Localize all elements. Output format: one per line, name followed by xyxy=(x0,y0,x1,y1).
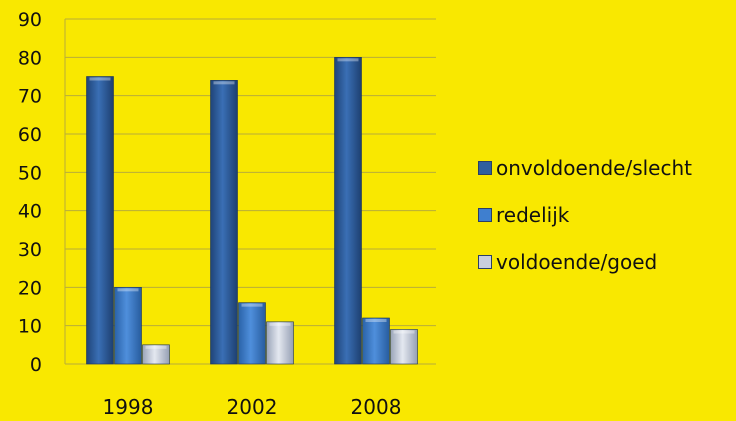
y-tick-label: 40 xyxy=(18,201,42,223)
y-axis-ticks: 0 10 20 30 40 50 60 70 80 90 xyxy=(18,9,42,376)
bar-redelijk-1998-cap xyxy=(117,288,139,292)
bars xyxy=(86,57,418,365)
bar-onvoldoende-slecht-2002-cap xyxy=(213,81,235,85)
legend-label-redelijk: redelijk xyxy=(496,203,570,227)
legend-swatch-redelijk xyxy=(478,208,492,222)
x-tick-label: 2008 xyxy=(351,395,402,419)
bar-voldoende-goed-1998-cap xyxy=(145,345,167,349)
bar-redelijk-2002-cap xyxy=(241,303,263,307)
y-tick-label: 0 xyxy=(30,354,42,376)
bar-onvoldoende-slecht-1998-cap xyxy=(89,77,111,81)
legend-swatch-onvoldoende-slecht xyxy=(478,161,492,175)
y-tick-label: 50 xyxy=(18,162,42,184)
legend-label-onvoldoende-slecht: onvoldoende/slecht xyxy=(496,156,692,180)
bar-redelijk-2002 xyxy=(238,302,266,365)
bar-onvoldoende-slecht-2002 xyxy=(210,80,238,365)
y-tick-label: 80 xyxy=(18,47,42,69)
legend-item-redelijk: redelijk xyxy=(478,203,692,227)
y-tick-label: 30 xyxy=(18,239,42,261)
bar-onvoldoende-slecht-2008-cap xyxy=(337,58,359,62)
x-tick-label: 1998 xyxy=(103,395,154,419)
x-axis-ticks: 1998 2002 2008 xyxy=(103,395,402,419)
bar-redelijk-2008-cap xyxy=(365,319,387,322)
bar-onvoldoende-slecht-1998 xyxy=(86,76,114,365)
bar-redelijk-2008 xyxy=(362,317,390,365)
bar-redelijk-1998 xyxy=(114,287,142,365)
y-tick-label: 60 xyxy=(18,124,42,146)
y-tick-label: 10 xyxy=(18,316,42,338)
y-tick-label: 90 xyxy=(18,9,42,31)
bar-onvoldoende-slecht-2008 xyxy=(334,57,362,365)
y-tick-label: 20 xyxy=(18,277,42,299)
legend: onvoldoende/slecht redelijk voldoende/go… xyxy=(478,156,692,297)
bar-voldoende-goed-1998 xyxy=(142,344,170,365)
y-tick-label: 70 xyxy=(18,86,42,108)
x-tick-label: 2002 xyxy=(227,395,278,419)
legend-item-onvoldoende-slecht: onvoldoende/slecht xyxy=(478,156,692,180)
legend-item-voldoende-goed: voldoende/goed xyxy=(478,250,692,274)
legend-swatch-voldoende-goed xyxy=(478,255,492,269)
bar-voldoende-goed-2002 xyxy=(266,321,294,365)
legend-label-voldoende-goed: voldoende/goed xyxy=(496,250,658,274)
bar-voldoende-goed-2008-cap xyxy=(393,330,415,334)
bar-voldoende-goed-2002-cap xyxy=(269,322,291,326)
bar-voldoende-goed-2008 xyxy=(390,329,418,365)
